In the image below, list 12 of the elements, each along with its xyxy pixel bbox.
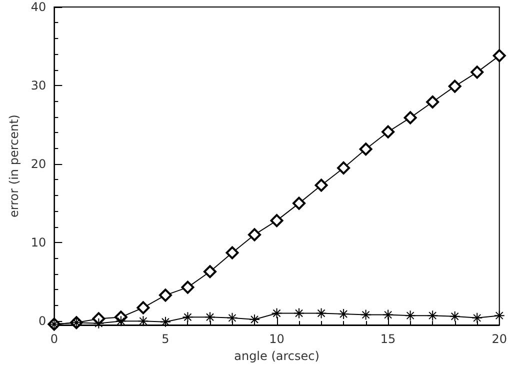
y-axis-title: error (in percent) [7, 114, 21, 218]
x-tick-label: 0 [50, 332, 58, 346]
y-tick-label: 0 [38, 314, 46, 328]
y-tick-label: 20 [30, 157, 46, 172]
y-tick-label: 10 [30, 236, 46, 250]
x-tick-label: 10 [269, 332, 284, 346]
y-tick-label: 40 [30, 0, 46, 14]
x-tick-label: 5 [162, 332, 170, 346]
x-tick-label: 15 [380, 332, 396, 346]
x-tick-label: 20 [492, 332, 508, 346]
y-tick-label: 30 [30, 78, 46, 93]
x-axis-title: angle (arcsec) [234, 348, 320, 363]
